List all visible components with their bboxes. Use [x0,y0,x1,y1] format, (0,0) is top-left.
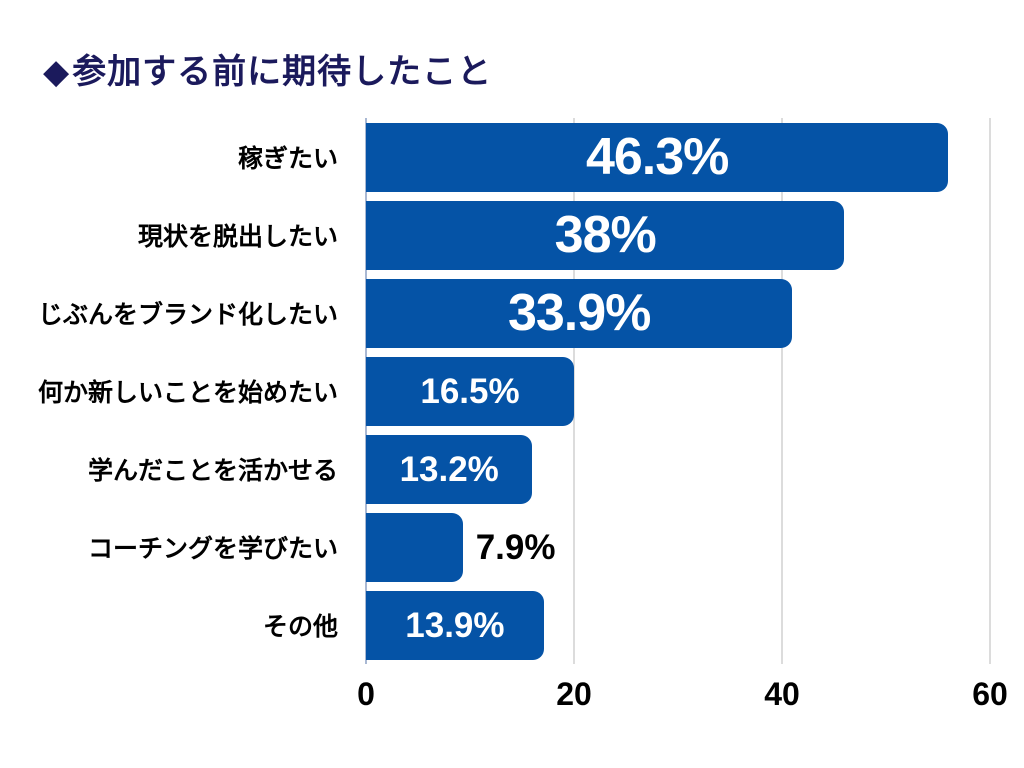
bar-row: 46.3% [366,122,990,192]
category-labels-column: 稼ぎたい現状を脱出したいじぶんをブランド化したい 何か新しいことを始めたい学んだこ… [0,118,352,664]
gridline [573,118,575,664]
gridline [989,118,991,664]
category-label: じぶんをブランド化したい [37,301,338,329]
x-tick-label: 40 [764,676,800,712]
category-label: コーチングを学びたい [87,535,338,563]
bar-value-label: 7.9% [475,527,556,567]
category-label: 学んだことを活かせる [87,457,338,485]
category-label: 何か新しいことを始めたい [37,379,338,407]
bar-row: 13.2% [366,434,990,504]
bar-7: 13.9% [366,590,544,660]
chart-title-text: 参加する前に期待したこと [72,53,493,91]
bar-value-label: 38% [554,206,657,264]
bar-row: 13.9% [366,590,990,660]
x-tick-label: 60 [972,676,1008,712]
category-label: その他 [262,613,338,641]
bar-row: 16.5% [366,356,990,426]
chart-title: ◆参加する前に期待したこと [43,44,492,93]
bar-row: 38% [366,200,990,270]
x-tick-label: 20 [556,676,592,712]
bar-2: 38% [366,200,845,270]
bar-value-label: 13.9% [405,605,505,645]
category-label: 稼ぎたい [237,145,338,173]
bar-6 [366,512,463,582]
bar-4: 16.5% [366,356,574,426]
bar-row: 33.9% [366,278,990,348]
bar-value-label: 16.5% [420,371,520,411]
diamond-bullet-icon: ◆ [43,53,71,91]
category-label: 現状を脱出したい [137,223,338,251]
bar-row: 7.9% [366,512,990,582]
bar-value-label: 46.3% [585,128,729,186]
bar-1: 46.3% [366,122,949,192]
gridline [781,118,783,664]
bar-value-label: 13.2% [399,449,499,489]
bar-value-label: 33.9% [507,284,651,342]
bar-5: 13.2% [366,434,533,504]
x-axis: 0 20 40 60 [357,676,1008,716]
plot-area: 46.3% 38% 33.9% 16.5% 13.2% 7.9% 13.9% [365,118,991,664]
bar-3: 33.9% [366,278,793,348]
x-tick-label: 0 [357,676,375,712]
